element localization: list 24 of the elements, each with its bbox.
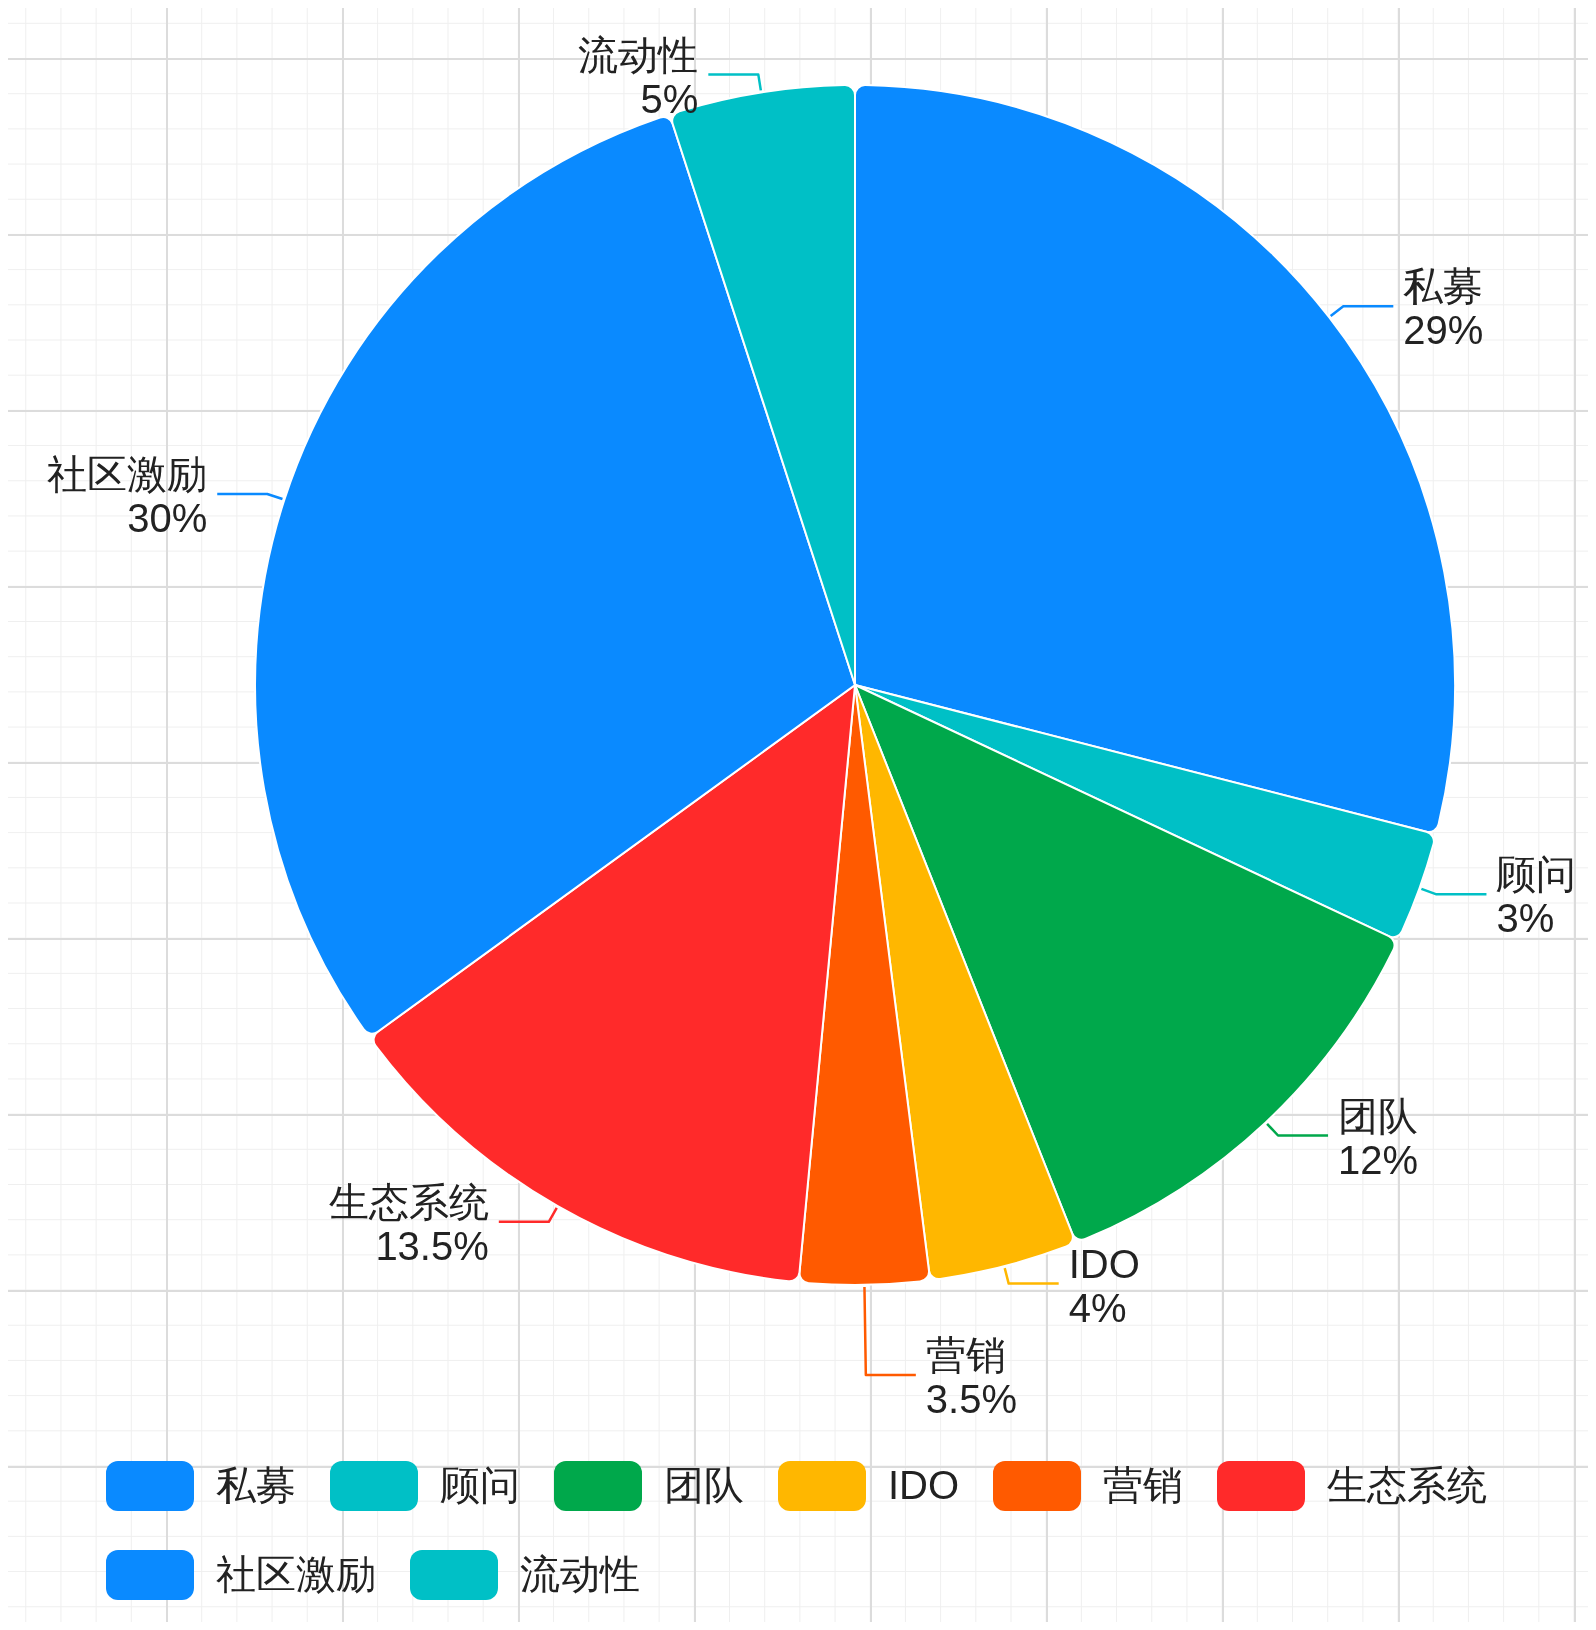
legend-label: 团队 — [664, 1462, 744, 1509]
legend-label: IDO — [888, 1463, 960, 1508]
data-label: 12% — [1338, 1137, 1419, 1182]
data-label: 30% — [127, 496, 208, 541]
data-label: 5% — [640, 76, 699, 121]
legend-label: 营销 — [1103, 1462, 1184, 1509]
legend-label: 私募 — [216, 1462, 296, 1509]
data-label: 3% — [1496, 896, 1555, 941]
slice-label: 营销 — [925, 1332, 1006, 1377]
data-label: 4% — [1068, 1285, 1127, 1330]
slice-label: 顾问 — [1496, 852, 1577, 897]
slice-label: 流动性 — [578, 32, 699, 77]
slice-label: 私募 — [1403, 264, 1484, 309]
slice-label: 社区激励 — [47, 452, 208, 497]
legend-label: 生态系统 — [1327, 1462, 1488, 1509]
legend-label: 顾问 — [440, 1462, 520, 1509]
slice-label: 团队 — [1338, 1093, 1419, 1138]
data-label: 3.5% — [925, 1376, 1018, 1421]
data-label: 13.5% — [375, 1223, 489, 1268]
data-label: 29% — [1403, 308, 1484, 353]
legend-label: 流动性 — [520, 1551, 640, 1598]
slice-label: IDO — [1068, 1241, 1140, 1286]
slice-label: 生态系统 — [328, 1179, 489, 1224]
legend-label: 社区激励 — [216, 1551, 376, 1598]
